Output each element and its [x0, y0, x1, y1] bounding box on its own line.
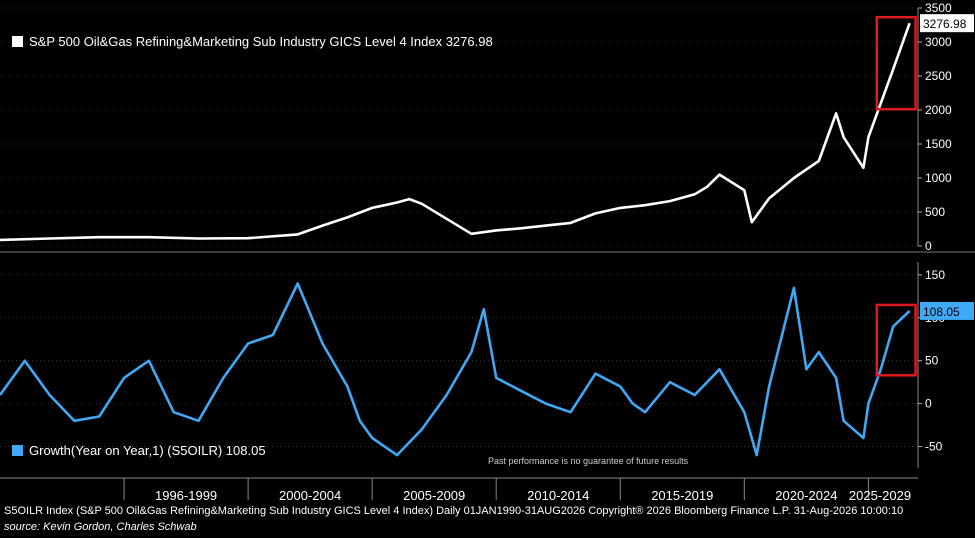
- series-line: [0, 282, 911, 457]
- last-value-badge: [920, 14, 974, 33]
- y-tick-label: 0: [925, 397, 932, 411]
- bottom-legend-swatch: [12, 445, 23, 456]
- top-legend-label: S&P 500 Oil&Gas Refining&Marketing Sub I…: [29, 34, 493, 49]
- index-price-panel: 0 500 1000 1500 2000 2500 3000 3500 3276.98: [0, 1, 974, 253]
- x-tick-label: 2005-2009: [403, 488, 465, 503]
- disclaimer-text: Past performance is no guarantee of futu…: [488, 456, 689, 466]
- bottom-legend: Growth(Year on Year,1) (S5OILR) 108.05: [12, 443, 266, 458]
- y-tick-label: 50: [925, 354, 939, 368]
- last-value-label: 3276.98: [923, 17, 967, 31]
- series-line: [0, 22, 911, 242]
- x-tick-label: 2015-2019: [651, 488, 713, 503]
- y-tick-label: 150: [925, 268, 945, 282]
- x-axis: 1996-1999 2000-2004 2005-2009 2010-2014 2015…: [0, 477, 918, 503]
- last-value-label: 108.05: [923, 305, 960, 319]
- y-tick-label: 1000: [925, 171, 952, 185]
- y-tick-label: 2500: [925, 69, 952, 83]
- y-tick-label: 3500: [925, 1, 952, 15]
- footer-text: S5OILR Index (S&P 500 Oil&Gas Refining&M…: [4, 505, 904, 517]
- y-tick-label: 1500: [925, 137, 952, 151]
- highlight-box: [875, 303, 917, 377]
- top-legend: S&P 500 Oil&Gas Refining&Marketing Sub I…: [12, 34, 493, 49]
- y-tick-label: 500: [925, 205, 945, 219]
- y-tick-label: 0: [925, 239, 932, 253]
- x-tick-label: 2000-2004: [279, 488, 341, 503]
- source-text: source: Kevin Gordon, Charles Schwab: [4, 521, 197, 533]
- y-tick-label: 3000: [925, 35, 952, 49]
- yoy-growth-panel: -50050100150108.05: [0, 262, 974, 468]
- y-tick-label: 2000: [925, 103, 952, 117]
- x-tick-label: 2025-2029: [849, 488, 911, 503]
- x-tick-label: 2020-2024: [775, 488, 837, 503]
- x-tick-label: 1996-1999: [155, 488, 217, 503]
- top-legend-swatch: [12, 36, 23, 47]
- highlight-box: [875, 15, 917, 111]
- last-value-badge: [920, 301, 974, 320]
- x-tick-label: 2010-2014: [527, 488, 589, 503]
- y-tick-label: -50: [925, 440, 943, 454]
- bottom-legend-label: Growth(Year on Year,1) (S5OILR) 108.05: [29, 443, 266, 458]
